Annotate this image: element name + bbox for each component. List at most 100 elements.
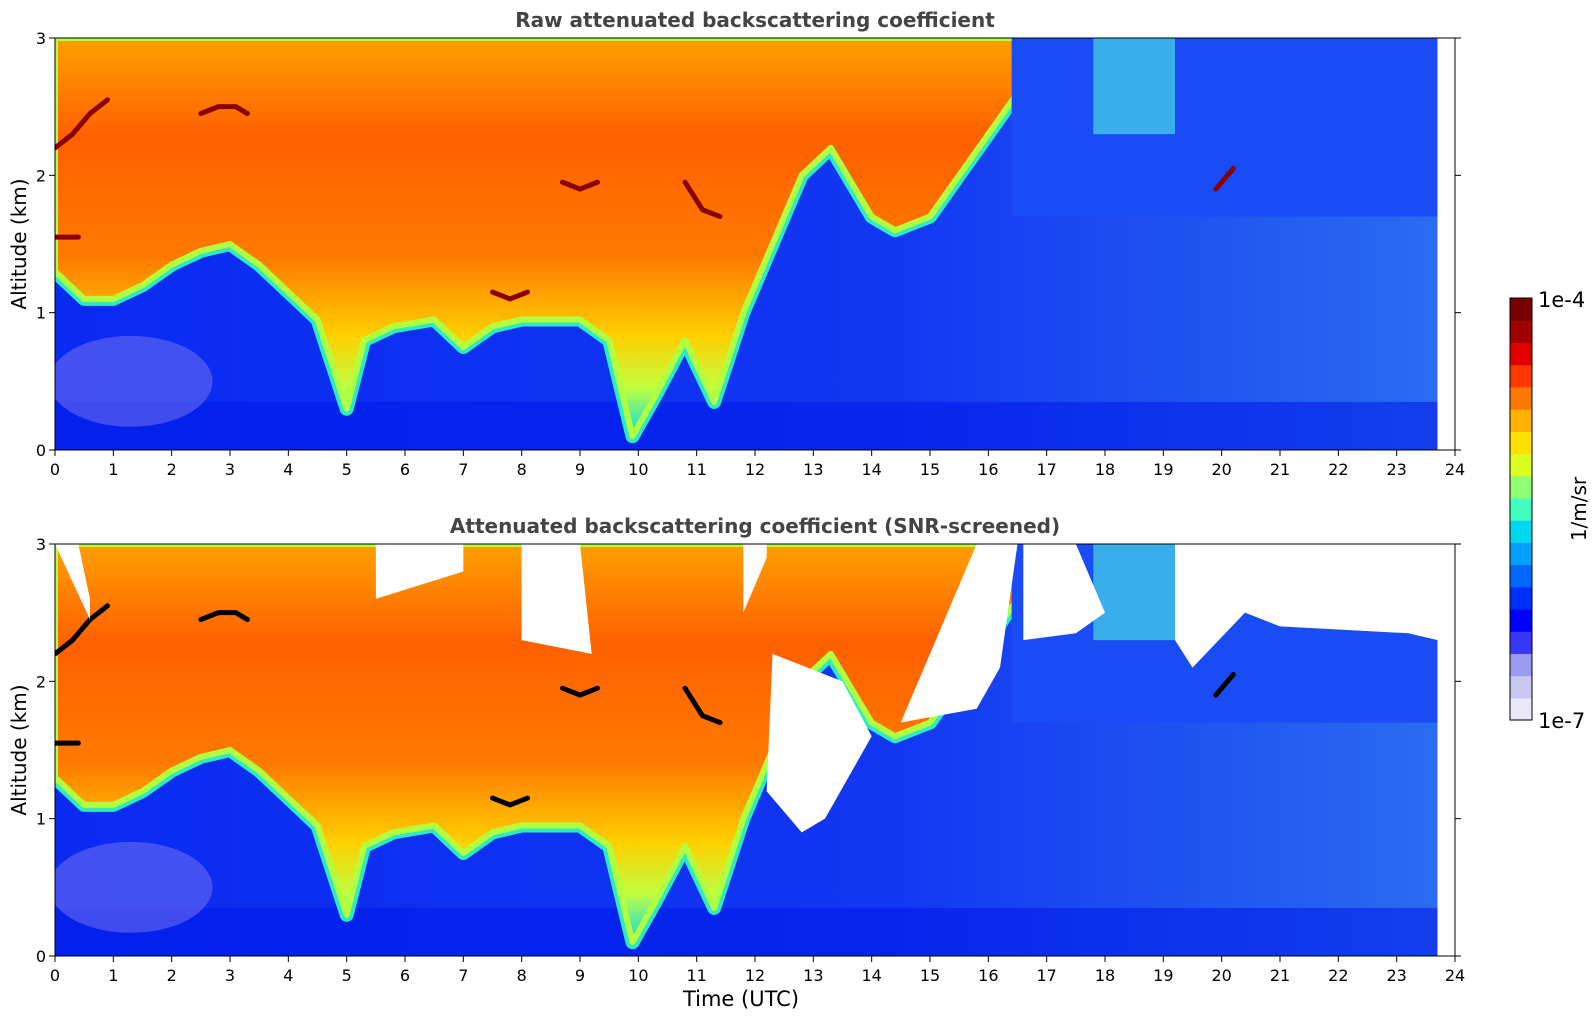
colorbar-swatch <box>1510 675 1532 699</box>
colorbar-swatch <box>1510 364 1532 388</box>
x-tick-label: 19 <box>1153 460 1173 479</box>
screened-region <box>521 544 592 654</box>
colorbar-unit-label: 1/m/sr <box>1567 476 1591 541</box>
x-tick-label: 20 <box>1211 460 1231 479</box>
panels: Raw attenuated backscattering coefficien… <box>7 8 1465 1011</box>
cloud-plume <box>1093 38 1175 135</box>
screened-region <box>55 544 90 620</box>
x-tick-label: 15 <box>920 460 940 479</box>
no-data-region <box>1437 38 1455 450</box>
x-tick-label: 2 <box>167 460 177 479</box>
x-tick-label: 5 <box>342 966 352 985</box>
x-tick-label: 22 <box>1328 460 1348 479</box>
surface-band <box>55 907 1438 956</box>
x-tick-label: 9 <box>575 460 585 479</box>
x-tick-label: 1 <box>108 460 118 479</box>
colorbar-swatch <box>1510 342 1532 366</box>
x-tick-label: 11 <box>686 460 706 479</box>
colorbar-swatch <box>1510 320 1532 344</box>
colorbar-swatch <box>1510 608 1532 632</box>
x-tick-label: 18 <box>1095 966 1115 985</box>
thin-cloud-layer <box>490 289 530 302</box>
x-tick-label: 16 <box>978 460 998 479</box>
screened-region <box>375 544 464 599</box>
x-tick-label: 10 <box>628 460 648 479</box>
y-tick-label: 1 <box>36 810 46 829</box>
y-tick-label: 3 <box>36 535 46 554</box>
x-tick-label: 23 <box>1386 966 1406 985</box>
colorbar-swatch <box>1510 298 1532 321</box>
x-tick-label: 6 <box>400 966 410 985</box>
x-tick-label: 21 <box>1270 460 1290 479</box>
thin-cloud-layer <box>198 104 250 117</box>
thin-cloud-layer <box>55 97 110 151</box>
x-tick-label: 14 <box>861 460 881 479</box>
x-tick-label: 9 <box>575 966 585 985</box>
saturated-layer <box>1213 671 1236 698</box>
screened-region <box>766 653 872 833</box>
y-tick-label: 0 <box>36 947 46 966</box>
colorbar-swatch <box>1510 697 1532 721</box>
heatmap-area <box>55 544 1455 956</box>
saturated-layer <box>560 685 600 698</box>
x-tick-label: 3 <box>225 460 235 479</box>
x-tick-label: 16 <box>978 966 998 985</box>
heatmap-area <box>55 38 1455 450</box>
screened-region <box>900 544 1018 723</box>
x-tick-label: 12 <box>745 460 765 479</box>
y-tick-label: 1 <box>36 304 46 323</box>
x-tick-label: 23 <box>1386 460 1406 479</box>
saturated-layer <box>490 795 530 808</box>
y-tick-label: 2 <box>36 166 46 185</box>
colorbar-swatch <box>1510 409 1532 432</box>
colorbar-swatch <box>1510 431 1532 455</box>
x-tick-label: 8 <box>517 460 527 479</box>
x-tick-label: 3 <box>225 966 235 985</box>
colorbar-swatch <box>1510 542 1532 566</box>
x-tick-label: 18 <box>1095 460 1115 479</box>
y-tick-label: 0 <box>36 441 46 460</box>
x-tick-label: 19 <box>1153 966 1173 985</box>
y-tick-label: 2 <box>36 672 46 691</box>
x-tick-label: 7 <box>458 966 468 985</box>
colorbar-swatch <box>1510 653 1532 677</box>
x-tick-label: 24 <box>1445 460 1465 479</box>
saturated-layer <box>682 685 723 726</box>
surface-band <box>55 401 1438 450</box>
colorbar-max-label: 1e-4 <box>1538 288 1585 312</box>
x-axis-label: Time (UTC) <box>682 987 799 1011</box>
cloud-plume <box>1093 544 1175 641</box>
x-tick-label: 13 <box>803 460 823 479</box>
x-tick-label: 20 <box>1211 966 1231 985</box>
colorbar-frame <box>1509 297 1533 721</box>
x-tick-label: 7 <box>458 460 468 479</box>
x-tick-label: 22 <box>1328 966 1348 985</box>
x-tick-label: 15 <box>920 966 940 985</box>
x-tick-label: 2 <box>167 966 177 985</box>
saturated-layer <box>55 603 110 657</box>
colorbar-swatch <box>1510 475 1532 499</box>
colorbar-swatch <box>1510 497 1532 521</box>
x-tick-label: 5 <box>342 460 352 479</box>
weak-layer-region <box>1011 38 1455 217</box>
panel-1: Raw attenuated backscattering coefficien… <box>7 8 1465 479</box>
panel-title: Attenuated backscattering coefficient (S… <box>450 514 1060 538</box>
x-tick-label: 21 <box>1270 966 1290 985</box>
low-signal-patch <box>55 335 213 427</box>
screened-region <box>1023 544 1105 641</box>
thin-cloud-layer <box>682 179 723 220</box>
colorbar-swatch <box>1510 586 1532 610</box>
colorbar-swatch <box>1510 631 1532 654</box>
x-tick-label: 17 <box>1036 966 1056 985</box>
x-tick-label: 13 <box>803 966 823 985</box>
colorbar: 1e-4 1e-7 1/m/sr <box>1509 288 1591 733</box>
panel-title: Raw attenuated backscattering coefficien… <box>515 8 995 32</box>
low-signal-patch <box>55 841 213 933</box>
no-data-region <box>1437 544 1455 956</box>
x-tick-label: 24 <box>1445 966 1465 985</box>
y-tick-label: 3 <box>36 29 46 48</box>
x-tick-label: 6 <box>400 460 410 479</box>
colorbar-swatch <box>1510 564 1532 588</box>
x-tick-label: 8 <box>517 966 527 985</box>
